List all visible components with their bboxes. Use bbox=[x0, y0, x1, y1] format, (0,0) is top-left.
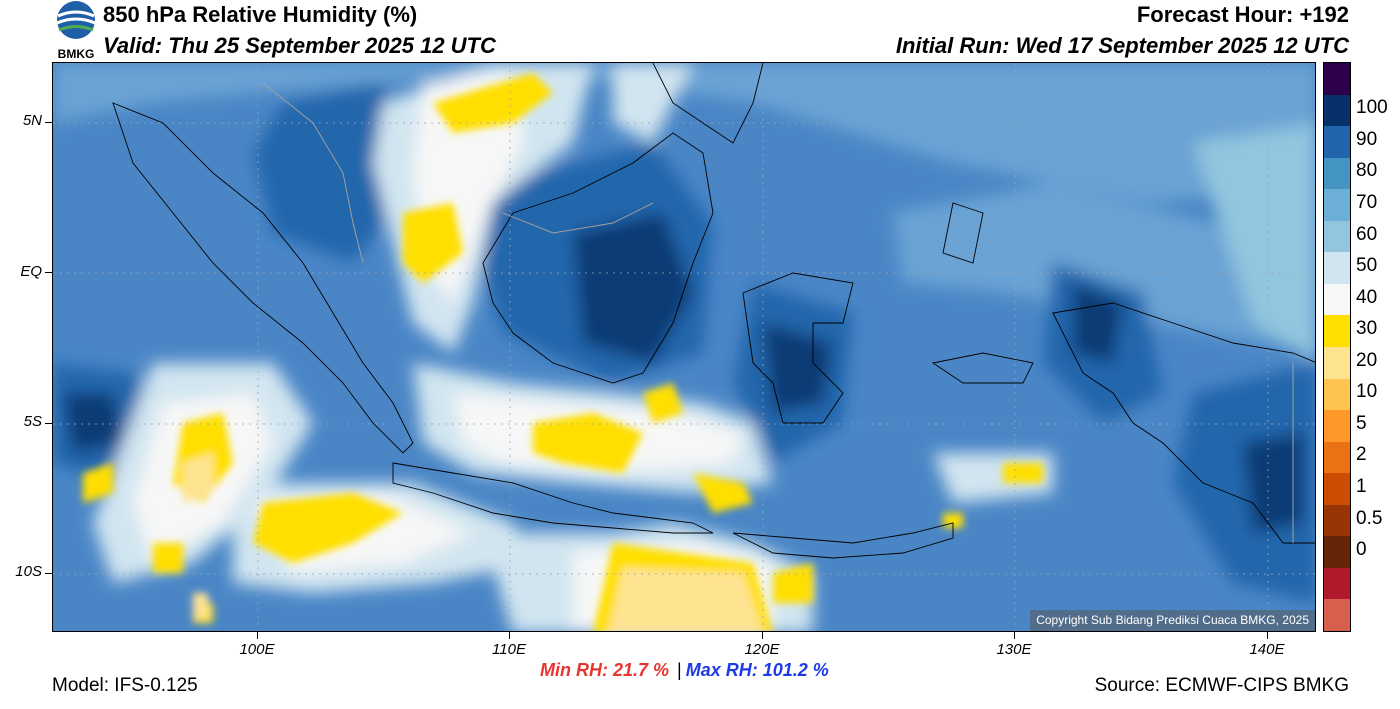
colorbar-label: 60 bbox=[1356, 223, 1378, 245]
lon-label-110e: 110E bbox=[492, 641, 526, 658]
colorbar-segment bbox=[1324, 189, 1350, 222]
stats-separator: | bbox=[677, 660, 682, 680]
colorbar-segment bbox=[1324, 283, 1350, 316]
colorbar-label: 10 bbox=[1356, 381, 1378, 403]
java-coast bbox=[392, 462, 714, 534]
lon-tick bbox=[762, 632, 763, 639]
lat-label-5s: 5S bbox=[23, 413, 42, 430]
borneo-coast bbox=[482, 132, 714, 384]
colorbar-segment bbox=[1324, 599, 1350, 632]
colorbar-segment bbox=[1324, 441, 1350, 474]
colorbar-segment bbox=[1324, 378, 1350, 411]
colorbar bbox=[1323, 62, 1351, 632]
colorbar-segment bbox=[1324, 410, 1350, 443]
colorbar-segment bbox=[1324, 126, 1350, 159]
bmkg-logo: BMKG bbox=[50, 0, 102, 62]
nusa-tenggara-coast bbox=[732, 522, 954, 559]
colorbar-label: 0.5 bbox=[1356, 507, 1383, 529]
lon-label-130e: 130E bbox=[996, 641, 1032, 658]
copyright-notice: Copyright Sub Bidang Prediksi Cuaca BMKG… bbox=[1030, 610, 1315, 631]
colorbar-segment bbox=[1324, 157, 1350, 190]
lon-label-120e: 120E bbox=[744, 641, 780, 658]
lon-tick bbox=[1014, 632, 1015, 639]
lat-tick bbox=[45, 423, 52, 424]
halmahera-coast bbox=[942, 202, 984, 264]
colorbar-segment bbox=[1324, 536, 1350, 569]
lat-label-eq: EQ bbox=[20, 263, 42, 280]
maluku-coast bbox=[931, 352, 1034, 384]
lat-tick bbox=[45, 272, 52, 273]
colorbar-label: 40 bbox=[1356, 286, 1378, 308]
colorbar-label: 50 bbox=[1356, 255, 1378, 277]
lon-label-140e: 140E bbox=[1249, 641, 1285, 658]
coastlines bbox=[112, 63, 1315, 559]
max-rh: Max RH: 101.2 % bbox=[685, 660, 829, 680]
new-guinea-coast bbox=[1052, 302, 1315, 544]
colorbar-segment bbox=[1324, 252, 1350, 285]
colorbar-segment bbox=[1324, 63, 1350, 96]
map-graticule bbox=[53, 63, 1315, 631]
colorbar-segment bbox=[1324, 473, 1350, 506]
colorbar-label: 80 bbox=[1356, 160, 1378, 182]
lat-label-5n: 5N bbox=[22, 112, 42, 129]
colorbar-segment bbox=[1324, 315, 1350, 348]
colorbar-segment bbox=[1324, 94, 1350, 127]
colorbar-label: 2 bbox=[1356, 444, 1367, 466]
lon-tick bbox=[1267, 632, 1268, 639]
colorbar-label: 5 bbox=[1356, 412, 1367, 434]
colorbar-segment bbox=[1324, 220, 1350, 253]
rh-stats: Min RH: 21.7 % | Max RH: 101.2 % bbox=[540, 660, 829, 681]
philippines-coast bbox=[652, 63, 764, 144]
sumatra-coast bbox=[112, 102, 414, 454]
dry-areas bbox=[83, 73, 1043, 631]
sulawesi-coast bbox=[742, 272, 854, 424]
lat-tick bbox=[45, 122, 52, 123]
colorbar-label: 100 bbox=[1356, 97, 1388, 119]
lat-label-10s: 10S bbox=[15, 563, 42, 580]
lon-tick bbox=[509, 632, 510, 639]
colorbar-segment bbox=[1324, 567, 1350, 600]
colorbar-segment bbox=[1324, 347, 1350, 380]
min-rh: Min RH: 21.7 % bbox=[540, 660, 670, 680]
svg-text:BMKG: BMKG bbox=[58, 47, 95, 61]
colorbar-label: 0 bbox=[1356, 539, 1367, 561]
source-label: Source: ECMWF-CIPS BMKG bbox=[1094, 675, 1349, 696]
colorbar-label: 70 bbox=[1356, 192, 1378, 213]
initial-run: Initial Run: Wed 17 September 2025 12 UT… bbox=[895, 33, 1349, 58]
colorbar-label: 30 bbox=[1356, 318, 1378, 340]
lon-tick bbox=[257, 632, 258, 639]
colorbar-segment bbox=[1324, 504, 1350, 537]
lon-label-100e: 100E bbox=[239, 641, 275, 658]
humidity-map: Copyright Sub Bidang Prediksi Cuaca BMKG… bbox=[52, 62, 1316, 632]
lat-tick bbox=[45, 573, 52, 574]
colorbar-label: 1 bbox=[1356, 476, 1367, 497]
country-borders bbox=[262, 82, 1294, 543]
valid-time: Valid: Thu 25 September 2025 12 UTC bbox=[103, 33, 496, 58]
map-canvas bbox=[53, 63, 1315, 631]
colorbar-label: 20 bbox=[1356, 349, 1378, 371]
forecast-hour: Forecast Hour: +192 bbox=[1136, 2, 1349, 27]
colorbar-label: 90 bbox=[1356, 128, 1378, 150]
chart-title: 850 hPa Relative Humidity (%) bbox=[103, 2, 418, 27]
model-label: Model: IFS-0.125 bbox=[52, 675, 198, 696]
